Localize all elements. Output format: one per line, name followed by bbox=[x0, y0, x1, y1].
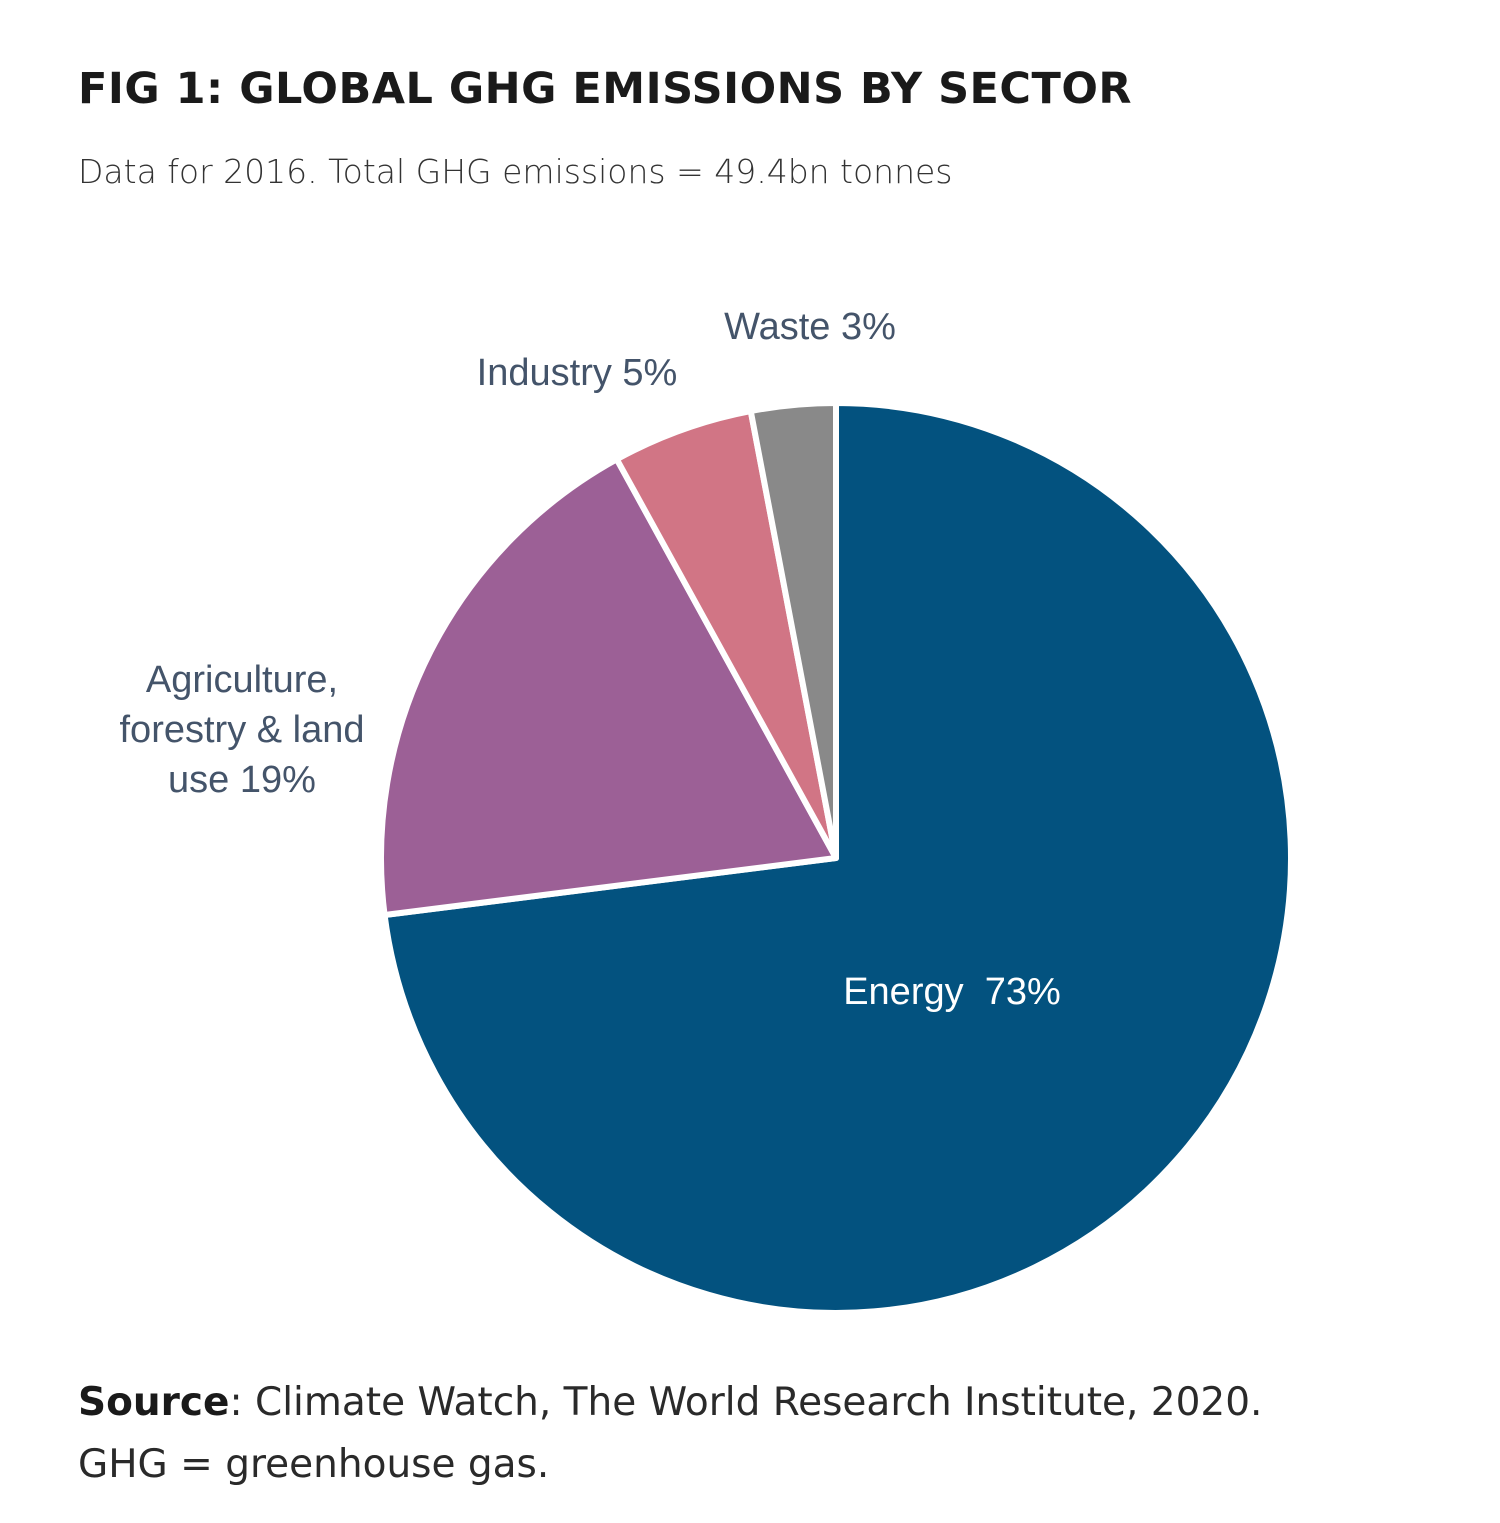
abbreviation-note: GHG = greenhouse gas. bbox=[78, 1442, 550, 1487]
pie-slice-waste bbox=[747, 400, 839, 861]
chart-subtitle: Data for 2016. Total GHG emissions = 49.… bbox=[78, 152, 953, 191]
pie-labels: Energy 73% Agriculture, forestry & land use… bbox=[120, 306, 1061, 1013]
chart-title: FIG 1: GLOBAL GHG EMISSIONS BY SECTOR bbox=[78, 64, 1132, 114]
source-note: Source: Climate Watch, The World Researc… bbox=[78, 1372, 1262, 1496]
pie-label-energy: Energy 73% bbox=[843, 971, 1061, 1013]
pie-label-industry: Industry 5% bbox=[477, 352, 678, 394]
pie-label-agriculture: Agriculture, forestry & land use 19% bbox=[120, 659, 365, 801]
pie-slice-agriculture bbox=[378, 456, 839, 919]
pie-slices bbox=[378, 400, 1294, 1316]
source-label: Source bbox=[78, 1380, 230, 1425]
source-text: : Climate Watch, The World Research Inst… bbox=[229, 1380, 1263, 1425]
pie-label-waste: Waste 3% bbox=[724, 306, 896, 348]
